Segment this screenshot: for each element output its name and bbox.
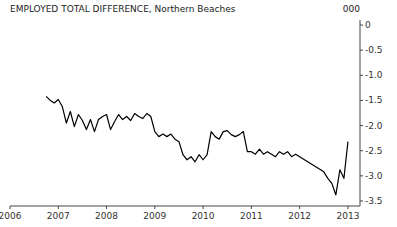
x-tick-label: 2007 [47, 211, 70, 221]
x-tick [154, 206, 155, 209]
x-axis-line [10, 206, 360, 207]
x-tick [10, 206, 11, 209]
x-tick [251, 206, 252, 209]
y-tick-label: 0 [365, 20, 371, 30]
y-tick-label: -0.5 [365, 45, 383, 55]
x-tick-label: 2006 [0, 211, 22, 221]
title: EMPLOYED TOTAL DIFFERENCE, Northern Beac… [10, 4, 236, 14]
y-tick [360, 75, 363, 76]
x-tick-label: 2008 [95, 211, 118, 221]
y-axis-label: 000 [343, 4, 360, 14]
y-tick [360, 125, 363, 126]
y-axis-line [360, 20, 361, 206]
y-tick [360, 200, 363, 201]
y-tick [360, 150, 363, 151]
y-tick-label: -3.5 [365, 196, 383, 206]
y-tick [360, 50, 363, 51]
x-tick-label: 2013 [336, 211, 359, 221]
y-tick-label: -1.0 [365, 70, 383, 80]
line [46, 96, 348, 195]
x-tick [106, 206, 107, 209]
y-tick-label: -2.5 [365, 146, 383, 156]
x-tick-label: 2012 [288, 211, 311, 221]
y-tick-label: -1.5 [365, 95, 383, 105]
x-tick [58, 206, 59, 209]
plot-area [46, 96, 348, 195]
x-tick [203, 206, 204, 209]
y-tick [360, 25, 363, 26]
y-tick [360, 175, 363, 176]
x-tick [347, 206, 348, 209]
y-tick-label: -2.0 [365, 121, 383, 131]
y-tick-label: -3.0 [365, 171, 383, 181]
x-tick-label: 2010 [192, 211, 215, 221]
x-tick-label: 2009 [143, 211, 166, 221]
x-tick-label: 2011 [240, 211, 263, 221]
x-tick [299, 206, 300, 209]
chart: EMPLOYED TOTAL DIFFERENCE, Northern Beac… [0, 0, 397, 227]
y-tick [360, 100, 363, 101]
